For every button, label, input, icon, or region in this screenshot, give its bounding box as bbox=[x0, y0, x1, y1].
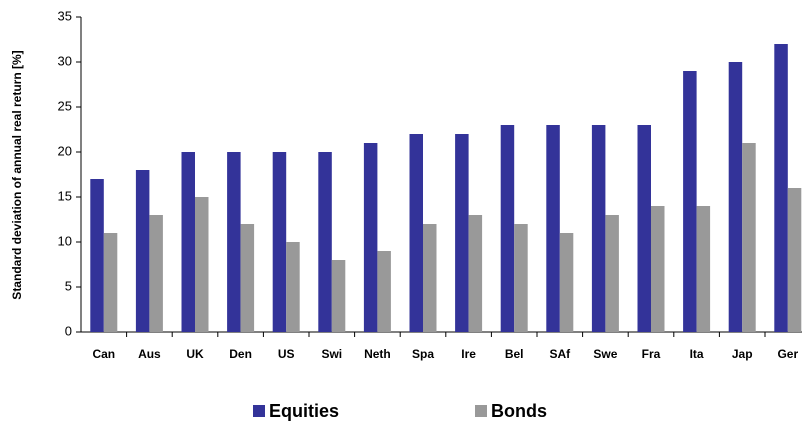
bar bbox=[651, 206, 665, 332]
bar bbox=[468, 215, 483, 332]
legend-swatch bbox=[475, 405, 487, 417]
x-tick-label: Can bbox=[92, 347, 115, 361]
legend-label: Equities bbox=[269, 401, 339, 421]
bar bbox=[696, 206, 711, 332]
bar bbox=[423, 224, 437, 332]
x-tick-label: Bel bbox=[505, 347, 524, 361]
y-tick-label: 30 bbox=[58, 53, 72, 68]
x-tick-label: Spa bbox=[412, 347, 434, 361]
bar bbox=[240, 224, 255, 332]
bar bbox=[318, 152, 332, 332]
bar bbox=[514, 224, 528, 332]
bar bbox=[774, 44, 788, 332]
bar bbox=[181, 152, 195, 332]
x-tick-label: Ita bbox=[690, 347, 704, 361]
legend-swatch bbox=[253, 405, 265, 417]
x-tick-label: Neth bbox=[364, 347, 391, 361]
bar bbox=[195, 197, 209, 332]
bar bbox=[363, 143, 378, 332]
bar bbox=[149, 215, 163, 332]
y-tick-label: 5 bbox=[65, 278, 72, 293]
x-tick-label: Fra bbox=[642, 347, 661, 361]
x-tick-label: Swi bbox=[321, 347, 342, 361]
y-tick-label: 0 bbox=[65, 323, 72, 338]
x-tick-label: Ire bbox=[461, 347, 476, 361]
bar bbox=[637, 125, 651, 332]
bar bbox=[591, 125, 606, 332]
bar bbox=[286, 242, 300, 332]
bar bbox=[272, 152, 287, 332]
bar bbox=[331, 260, 346, 332]
x-tick-label: Swe bbox=[593, 347, 617, 361]
x-tick-label: US bbox=[278, 347, 295, 361]
bar bbox=[683, 71, 697, 332]
bar bbox=[227, 152, 241, 332]
bar bbox=[605, 215, 619, 332]
x-tick-label: SAf bbox=[549, 347, 571, 361]
bar bbox=[103, 233, 118, 332]
y-tick-label: 25 bbox=[58, 98, 72, 113]
x-tick-label: Jap bbox=[732, 347, 753, 361]
bar bbox=[135, 170, 150, 332]
bar bbox=[409, 134, 423, 332]
y-tick-label: 20 bbox=[58, 143, 72, 158]
y-tick-label: 15 bbox=[58, 188, 72, 203]
x-tick-label: Ger bbox=[777, 347, 798, 361]
x-tick-label: Den bbox=[229, 347, 252, 361]
y-tick-label: 10 bbox=[58, 233, 72, 248]
bar bbox=[728, 62, 743, 332]
bar bbox=[787, 188, 802, 332]
bar bbox=[377, 251, 391, 332]
y-axis-title: Standard deviation of annual real return… bbox=[10, 50, 24, 299]
legend-label: Bonds bbox=[491, 401, 547, 421]
bar bbox=[500, 125, 515, 332]
bar bbox=[455, 134, 469, 332]
x-tick-label: Aus bbox=[138, 347, 161, 361]
bar bbox=[742, 143, 756, 332]
bar bbox=[546, 125, 560, 332]
x-tick-label: UK bbox=[186, 347, 204, 361]
y-tick-label: 35 bbox=[58, 8, 72, 23]
bar bbox=[559, 233, 574, 332]
bar bbox=[90, 179, 104, 332]
